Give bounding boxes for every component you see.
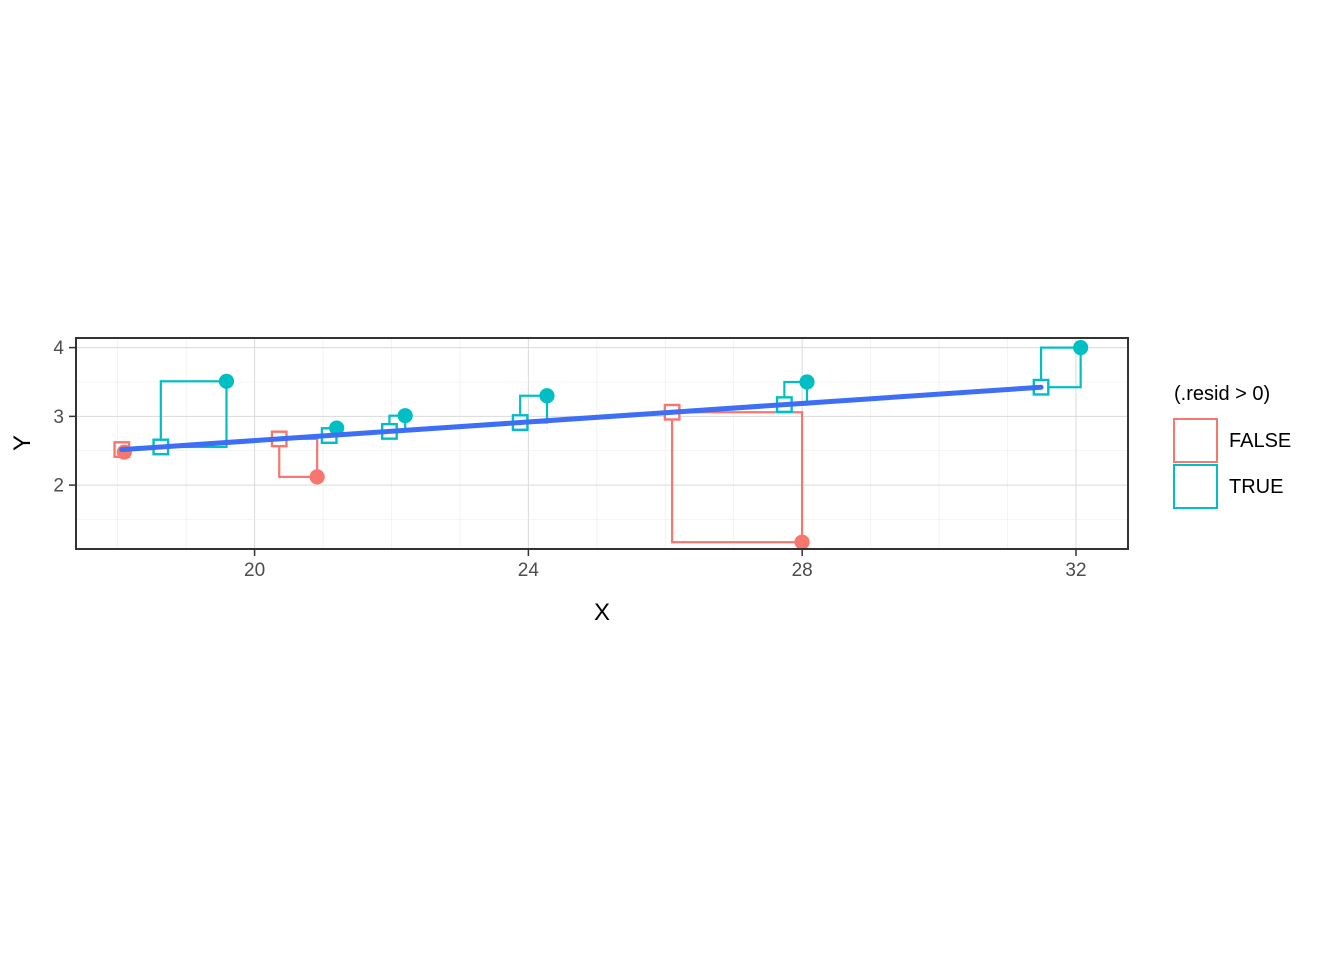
svg-text:3: 3 bbox=[53, 407, 64, 428]
svg-text:20: 20 bbox=[244, 560, 265, 581]
svg-text:28: 28 bbox=[792, 560, 813, 581]
svg-text:24: 24 bbox=[518, 560, 540, 581]
svg-text:TRUE: TRUE bbox=[1229, 476, 1283, 498]
svg-text:(.resid > 0): (.resid > 0) bbox=[1174, 383, 1270, 405]
svg-text:X: X bbox=[594, 599, 610, 626]
svg-text:2: 2 bbox=[53, 476, 64, 497]
svg-text:FALSE: FALSE bbox=[1229, 430, 1291, 452]
svg-text:4: 4 bbox=[53, 338, 64, 359]
svg-text:32: 32 bbox=[1065, 560, 1086, 581]
svg-text:Y: Y bbox=[9, 435, 36, 451]
